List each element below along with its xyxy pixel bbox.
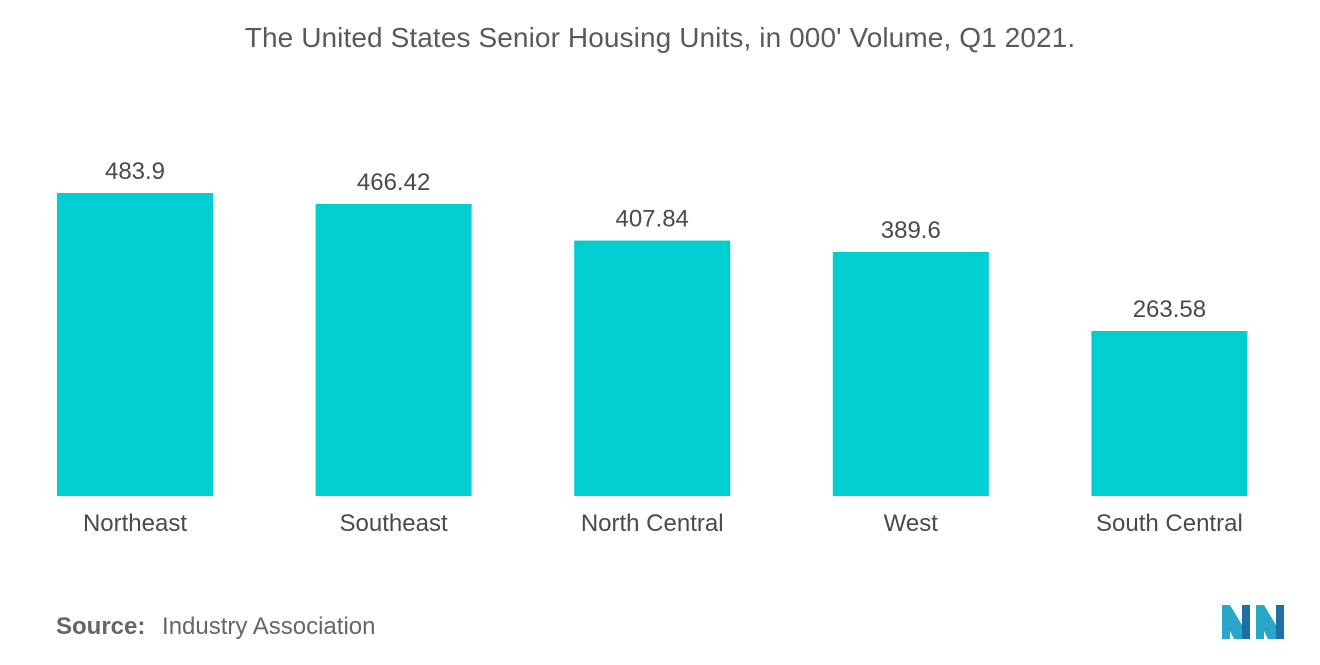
source-label: Source:	[56, 613, 146, 640]
category-labels-group: Northeast Southeast North Central West South…	[83, 510, 1243, 537]
source-line: Source: Industry Association	[56, 613, 375, 641]
bar-northeast	[57, 193, 213, 496]
bar-north-central	[574, 240, 731, 496]
value-labels-group: 483.9 466.42 407.84 389.6 263.58	[105, 158, 1206, 323]
value-label: 407.84	[615, 206, 688, 233]
bar-southeast	[315, 203, 472, 496]
mordor-intelligence-logo-icon	[1222, 605, 1284, 639]
value-label: 483.9	[105, 158, 165, 185]
bar-south-central	[1091, 331, 1248, 496]
value-label: 263.58	[1133, 296, 1206, 323]
category-label: West	[884, 510, 939, 537]
category-label: North Central	[581, 510, 724, 537]
source-text: Industry Association	[162, 613, 376, 640]
bar-west	[832, 252, 989, 496]
value-label: 389.6	[881, 217, 941, 244]
bars-group	[57, 193, 1248, 496]
value-label: 466.42	[357, 169, 430, 196]
category-label: Southeast	[340, 510, 448, 537]
category-label: Northeast	[83, 510, 187, 537]
chart-title: The United States Senior Housing Units, …	[244, 22, 1076, 53]
category-label: South Central	[1096, 510, 1243, 537]
